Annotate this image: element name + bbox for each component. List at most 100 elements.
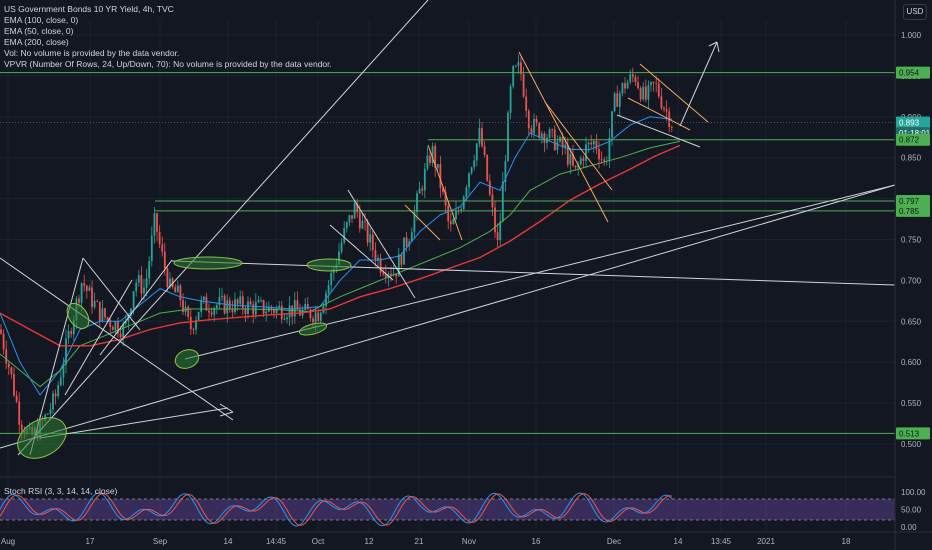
orange-channel (544, 101, 613, 191)
legend-line[interactable]: Vol: No volume is provided by the data v… (4, 48, 180, 58)
candle-body (423, 168, 426, 191)
candle-body (20, 424, 23, 431)
price-label-bg (896, 133, 930, 146)
candle-body (345, 222, 348, 229)
candle-body (621, 83, 624, 94)
candle-body (83, 283, 86, 286)
legend-line[interactable]: EMA (200, close) (4, 37, 69, 47)
wedge-line (616, 114, 701, 148)
candle-body (527, 110, 530, 129)
candle-body (483, 146, 486, 155)
candle-body (652, 82, 655, 83)
highlight-ellipse (298, 322, 328, 336)
rsi-tick-label: 0.00 (901, 523, 917, 532)
x-tick-label: 14:45 (266, 537, 287, 546)
orange-channel (427, 144, 463, 241)
candle-body (93, 301, 96, 308)
stoch-rsi-legend[interactable]: Stoch RSI (3, 3, 14, 14, close) (4, 486, 118, 496)
candle-body (598, 149, 600, 160)
candle-body (254, 302, 257, 315)
candle-body (582, 158, 585, 161)
candle-body (286, 317, 288, 320)
price-label-bg (896, 204, 930, 217)
price-label: 0.872 (899, 136, 920, 145)
candle-body (182, 300, 184, 313)
candle-body (608, 137, 611, 161)
x-tick-label: Dec (607, 537, 621, 546)
candle-body (564, 144, 567, 148)
candle-body (215, 305, 218, 309)
candle-body (85, 285, 88, 291)
candle-body (91, 287, 93, 308)
legend-line[interactable]: VPVR (Number Of Rows, 24, Up/Down, 70): … (4, 59, 332, 69)
rsi-d-line (0, 492, 673, 526)
price-label: 0.785 (899, 207, 920, 216)
candle-body (572, 153, 574, 166)
candle-body (426, 155, 429, 169)
candle-body (192, 329, 195, 331)
wedge-line (82, 257, 141, 331)
candle-body (473, 160, 476, 168)
candle-body (234, 299, 236, 313)
rsi-tick-label: 100.00 (901, 488, 926, 497)
candle-body (59, 377, 62, 386)
candle-body (439, 164, 442, 188)
legend-title[interactable]: US Government Bonds 10 YR Yield, 4h, TVC (4, 4, 174, 14)
legend-line[interactable]: EMA (100, close, 0) (4, 15, 79, 25)
candle-body (566, 144, 569, 165)
candle-body (65, 338, 67, 365)
y-tick-label: 0.600 (901, 358, 922, 367)
candle-body (478, 128, 481, 144)
candle-body (317, 312, 320, 321)
candle-body (369, 234, 372, 243)
candle-body (587, 142, 590, 145)
candle-body (202, 296, 205, 301)
legend-line[interactable]: EMA (50, close, 0) (4, 26, 74, 36)
candle-body (163, 251, 166, 269)
ema-line (0, 144, 681, 347)
y-tick-label: 1.000 (901, 31, 922, 40)
candle-body (62, 364, 65, 378)
x-tick-label: 13:45 (711, 537, 732, 546)
candle-body (288, 305, 291, 318)
price-label-bg (896, 66, 930, 79)
candle-body (626, 82, 629, 89)
arrow-head (219, 411, 234, 417)
candle-body (213, 308, 216, 315)
candle-body (670, 127, 673, 128)
x-tick-label: 14 (224, 537, 233, 546)
price-label: 0.893 (899, 119, 920, 128)
rsi-band (0, 499, 895, 520)
y-tick-label: 0.650 (901, 317, 922, 326)
candle-body (221, 295, 223, 298)
rsi-k-line (0, 492, 673, 527)
candle-body (18, 401, 21, 425)
candle-body (629, 74, 632, 83)
y-tick-label: 0.500 (901, 440, 922, 449)
candle-body (465, 187, 468, 197)
wedge-line (64, 279, 133, 396)
candle-body (273, 309, 275, 313)
candle-body (517, 62, 520, 66)
candle-body (405, 237, 408, 247)
flat-resistance-line (171, 260, 896, 286)
currency-button[interactable]: USD (903, 4, 927, 20)
candle-body (452, 219, 455, 225)
drawings[interactable] (0, 0, 896, 467)
candle-body (397, 254, 400, 277)
candle-body (239, 296, 242, 304)
candle-body (655, 82, 658, 84)
candle-body (535, 118, 538, 124)
candle-body (143, 287, 145, 294)
wedge-line (99, 259, 173, 356)
candle-body (309, 309, 312, 319)
candle-body (111, 326, 114, 331)
candle-body (158, 231, 161, 245)
candle-body (257, 300, 260, 303)
candle-body (431, 145, 434, 163)
candle-body (611, 111, 613, 138)
x-tick-label: 14 (674, 537, 683, 546)
candle-body (509, 86, 512, 113)
